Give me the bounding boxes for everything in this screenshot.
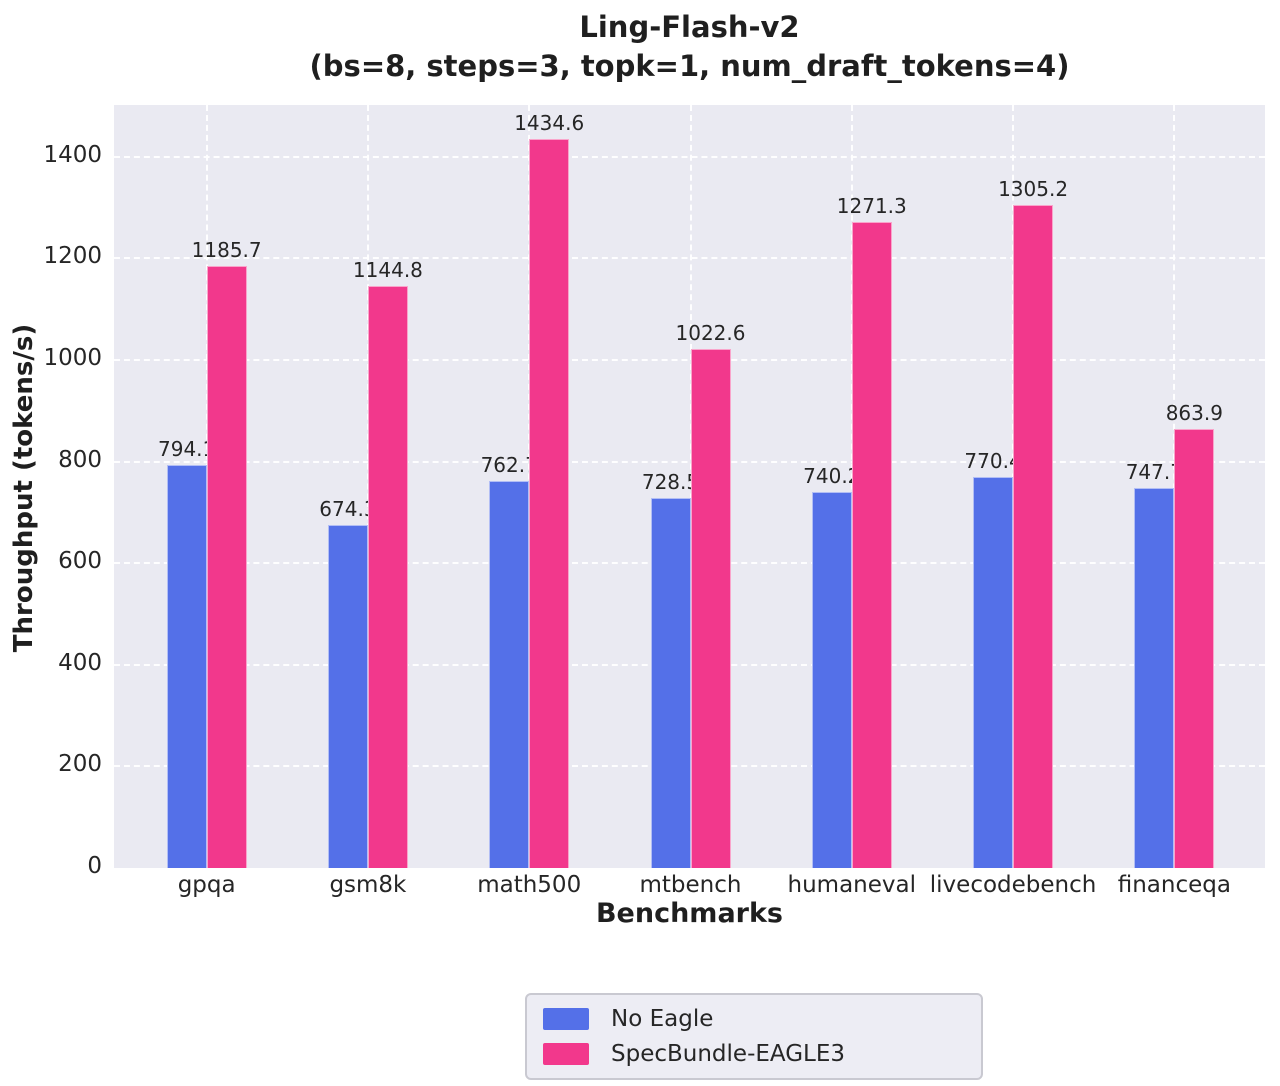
- legend: No Eagle SpecBundle-EAGLE3: [525, 993, 984, 1080]
- x-tick-label-mtbench: mtbench: [639, 872, 742, 898]
- bar-value-label: 1185.7: [191, 237, 262, 262]
- legend-item: No Eagle: [543, 1006, 965, 1032]
- bar-math500-specbundle-eagle3: [529, 139, 570, 868]
- plot-area: 794.1 1185.7 674.3 1144.8 762.7 1434.6 728.5 10…: [114, 105, 1265, 868]
- x-tick-label-gsm8k: gsm8k: [329, 872, 407, 898]
- bar-value-label: 740.2: [803, 464, 861, 488]
- bar-financeqa-specbundle-eagle3: [1174, 429, 1215, 868]
- bar-gpqa-no-eagle: [166, 464, 207, 868]
- y-tick-label: 1400: [43, 141, 102, 168]
- x-tick-label-math500: math500: [477, 872, 582, 898]
- bar-value-label: 1305.2: [998, 176, 1069, 201]
- legend-item: SpecBundle-EAGLE3: [543, 1041, 965, 1067]
- chart-subtitle: (bs=8, steps=3, topk=1, num_draft_tokens…: [309, 49, 1070, 83]
- bar-value-label: 1022.6: [675, 320, 746, 345]
- bar-livecodebench-no-eagle: [973, 476, 1014, 868]
- bar-value-label: 747.7: [1125, 460, 1183, 485]
- bar-value-label: 863.9: [1165, 401, 1223, 426]
- y-tick-label: 800: [58, 446, 102, 473]
- bar-financeqa-no-eagle: [1134, 488, 1175, 868]
- bar-mtbench-no-eagle: [650, 497, 691, 868]
- y-tick-label: 600: [58, 548, 102, 575]
- legend-label: SpecBundle-EAGLE3: [611, 1041, 846, 1067]
- y-tick-label: 0: [87, 853, 102, 879]
- x-tick-label-humaneval: humaneval: [787, 872, 917, 898]
- y-tick-label: 400: [58, 649, 102, 676]
- bar-value-label: 1271.3: [836, 194, 907, 219]
- bar-gpqa-specbundle-eagle3: [206, 265, 247, 868]
- bar-humaneval-no-eagle: [811, 492, 852, 868]
- x-axis-label: Benchmarks: [595, 898, 784, 929]
- chart-title-block: Ling-Flash-v2 (bs=8, steps=3, topk=1, nu…: [114, 8, 1265, 86]
- chart-title: Ling-Flash-v2: [579, 10, 800, 44]
- bar-gsm8k-no-eagle: [327, 525, 368, 868]
- bar-value-label: 1434.6: [514, 111, 585, 136]
- bar-livecodebench-specbundle-eagle3: [1013, 204, 1054, 868]
- bar-value-label: 674.3: [319, 497, 377, 522]
- x-tick-label-gpqa: gpqa: [177, 872, 236, 898]
- legend-swatch: [543, 1008, 589, 1030]
- bar-value-label: 770.4: [964, 448, 1022, 473]
- x-tick-label-livecodebench: livecodebench: [929, 872, 1097, 898]
- legend-swatch: [543, 1043, 589, 1065]
- bar-value-label: 794.1: [158, 436, 216, 461]
- bar-value-label: 728.5: [641, 469, 700, 494]
- y-tick-label: 200: [58, 751, 102, 778]
- bar-math500-no-eagle: [489, 480, 530, 868]
- y-tick-label: 1000: [43, 345, 102, 371]
- bar-value-label: 1144.8: [352, 258, 423, 283]
- x-tick-label-financeqa: financeqa: [1117, 872, 1231, 898]
- bar-humaneval-specbundle-eagle3: [851, 222, 892, 868]
- y-tick-label: 1200: [43, 243, 102, 270]
- bar-gsm8k-specbundle-eagle3: [367, 286, 408, 868]
- bar-mtbench-specbundle-eagle3: [690, 348, 731, 868]
- legend-label: No Eagle: [611, 1006, 714, 1032]
- bar-value-label: 762.7: [480, 452, 538, 477]
